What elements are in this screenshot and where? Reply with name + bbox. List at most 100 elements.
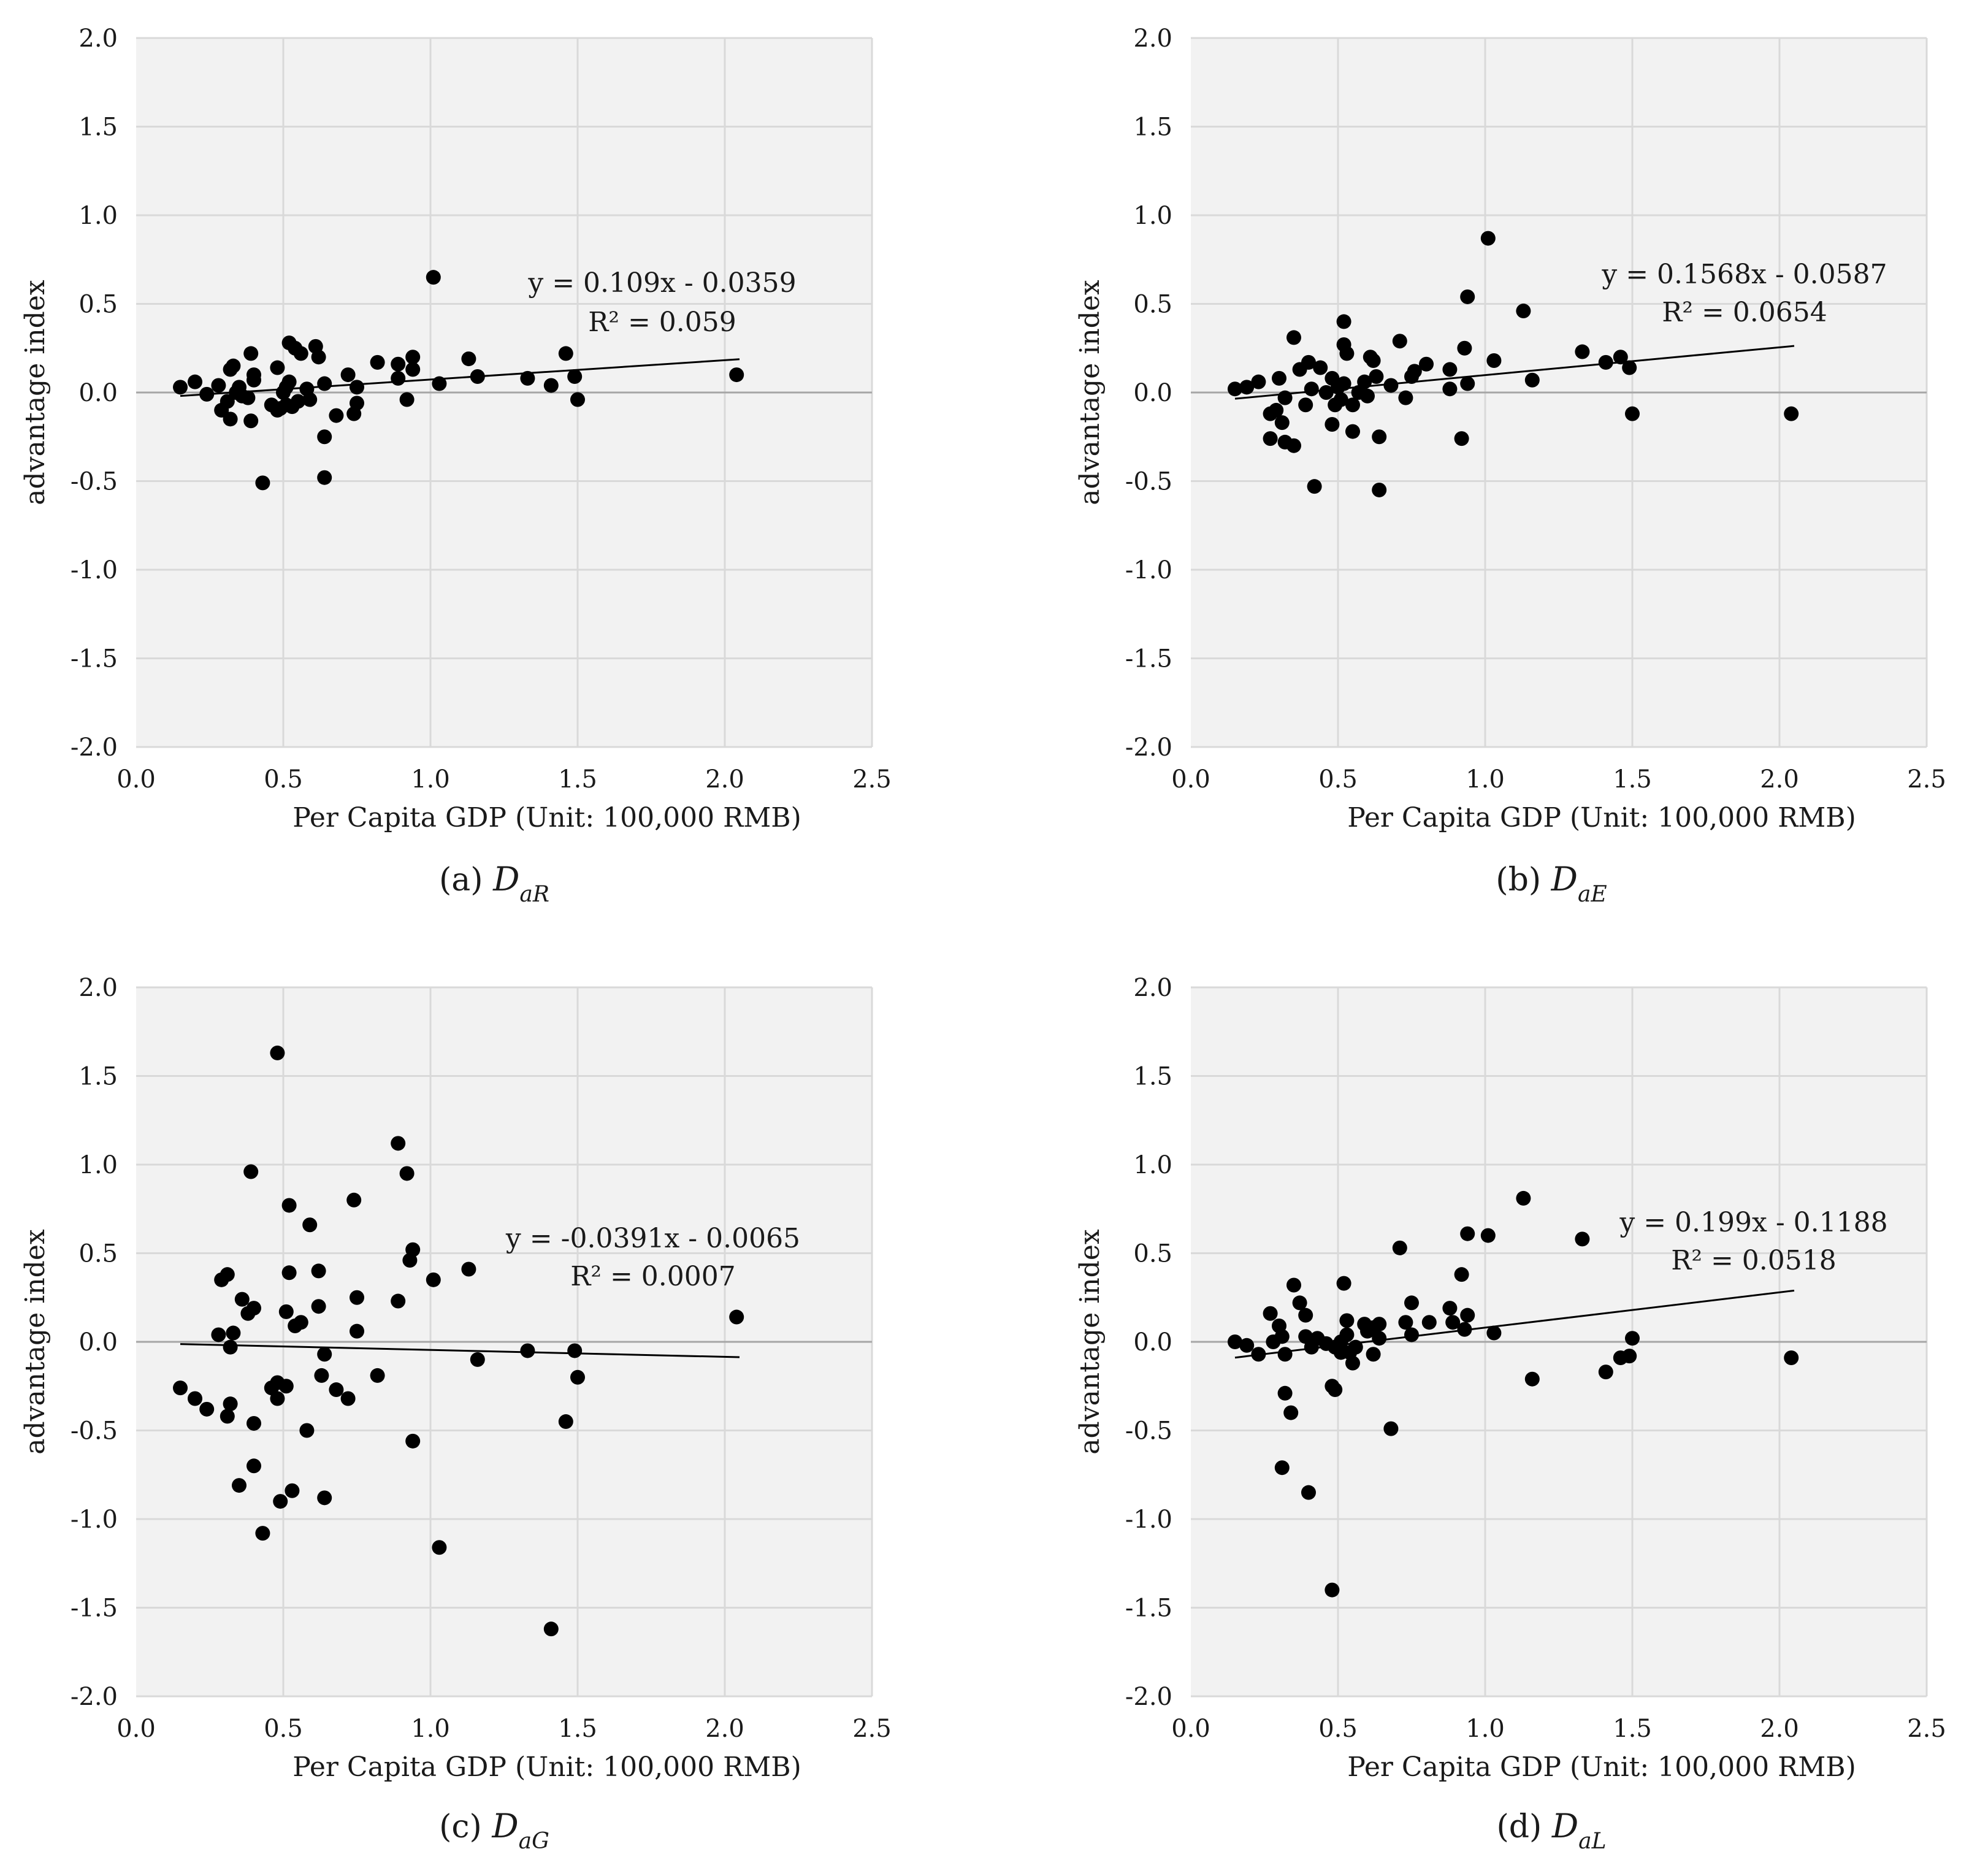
data-point: [1298, 397, 1313, 413]
data-point: [1460, 376, 1475, 391]
caption-subscript: aL: [1578, 1829, 1606, 1854]
data-point: [399, 1166, 415, 1181]
x-tick-label: 2.5: [1907, 765, 1946, 794]
data-point: [255, 1526, 270, 1541]
data-point: [1336, 376, 1351, 391]
data-point: [1360, 388, 1375, 404]
x-tick-label: 1.5: [558, 765, 597, 794]
data-point: [405, 362, 421, 377]
y-tick-label: -1.5: [71, 645, 118, 673]
data-point: [1366, 353, 1381, 368]
y-tick-label: 2.0: [1133, 25, 1172, 53]
data-point: [223, 412, 238, 427]
data-point: [247, 1415, 261, 1431]
data-point: [370, 1368, 385, 1383]
y-tick-label: -2.0: [71, 1683, 118, 1711]
data-point: [405, 1433, 421, 1449]
data-point: [543, 378, 559, 393]
x-tick-label: 1.5: [1613, 765, 1652, 794]
data-point: [1613, 350, 1628, 365]
data-point: [1286, 438, 1301, 453]
data-point: [1228, 1334, 1242, 1349]
data-point: [1292, 1295, 1307, 1311]
data-point: [1274, 1329, 1290, 1344]
data-point: [1392, 334, 1407, 349]
data-point: [278, 1379, 294, 1394]
data-point: [1383, 378, 1399, 393]
data-point: [1251, 1347, 1266, 1362]
data-point: [1398, 390, 1413, 405]
data-point: [1339, 1313, 1355, 1328]
data-point: [1454, 431, 1469, 446]
x-axis-label: Per Capita GDP (Unit: 100,000 RMB): [1347, 1752, 1856, 1783]
caption-subscript: aG: [519, 1829, 549, 1854]
data-point: [1575, 344, 1590, 359]
y-tick-label: 0.0: [1133, 1328, 1172, 1357]
data-point: [1404, 1295, 1419, 1311]
y-tick-label: 0.5: [78, 1240, 118, 1268]
x-tick-label: 2.5: [1907, 1715, 1946, 1743]
caption-symbol: D: [1551, 860, 1578, 898]
data-point: [1516, 1190, 1531, 1206]
x-tick-label: 2.5: [852, 765, 892, 794]
data-point: [350, 380, 364, 395]
x-tick-label: 2.0: [705, 1715, 744, 1743]
data-point: [293, 346, 308, 361]
data-point: [426, 1272, 441, 1287]
data-point: [255, 475, 270, 491]
y-tick-label: -1.0: [1125, 556, 1172, 584]
x-tick-label: 1.0: [411, 1715, 450, 1743]
data-point: [1398, 1315, 1413, 1330]
data-point: [1272, 370, 1286, 386]
data-point: [317, 1490, 332, 1506]
data-point: [461, 1262, 476, 1277]
x-tick-label: 0.5: [1318, 1715, 1358, 1743]
data-point: [1339, 1327, 1355, 1342]
data-point: [1298, 1307, 1313, 1323]
data-point: [1784, 1350, 1799, 1366]
y-tick-label: -0.5: [71, 1417, 118, 1445]
x-tick-label: 1.5: [558, 1715, 597, 1743]
data-point: [1598, 1365, 1613, 1380]
data-point: [317, 429, 332, 445]
data-point: [340, 367, 356, 383]
panel-d: 2.0 1.5 1.0 0.5 0.0 -0.5 -1.0 -1.5 -2.0 0.0 0.5 1.0…: [1074, 974, 1946, 1854]
y-tick-label: 0.5: [1133, 291, 1172, 319]
x-tick-label: 0.0: [1171, 765, 1210, 794]
data-point: [1407, 364, 1422, 379]
x-tick-label: 1.5: [1613, 1715, 1652, 1743]
y-tick-label: -1.5: [1125, 645, 1172, 673]
data-point: [520, 370, 535, 386]
data-point: [317, 1347, 332, 1362]
y-tick-label: 0.0: [1133, 379, 1172, 407]
data-point: [1263, 431, 1278, 446]
data-point: [1239, 1338, 1255, 1353]
x-tick-label: 0.0: [117, 1715, 156, 1743]
y-tick-label: -0.5: [1125, 1417, 1172, 1445]
y-tick-label: 2.0: [78, 974, 118, 1002]
y-axis-label: advantage index: [1074, 280, 1106, 505]
data-point: [314, 1368, 329, 1383]
data-point: [1575, 1231, 1590, 1247]
y-tick-label: -2.0: [71, 733, 118, 762]
data-point: [1345, 424, 1360, 439]
data-point: [1348, 1339, 1363, 1355]
data-point: [1460, 1226, 1475, 1241]
data-point: [188, 1391, 202, 1406]
x-tick-label: 1.0: [1466, 765, 1505, 794]
data-point: [273, 1494, 288, 1509]
panel-caption: (d) DaL: [1496, 1807, 1606, 1854]
data-point: [1460, 289, 1475, 304]
caption-prefix: (b): [1496, 862, 1551, 898]
data-point: [1372, 429, 1387, 445]
y-tick-label: 2.0: [1133, 974, 1172, 1002]
data-point: [1625, 1331, 1640, 1346]
panel-caption: (b) DaE: [1496, 860, 1607, 907]
data-point: [317, 470, 332, 485]
data-point: [1357, 374, 1372, 389]
data-point: [311, 1299, 326, 1314]
data-point: [199, 386, 215, 402]
data-point: [278, 1304, 294, 1319]
data-point: [234, 1292, 250, 1307]
